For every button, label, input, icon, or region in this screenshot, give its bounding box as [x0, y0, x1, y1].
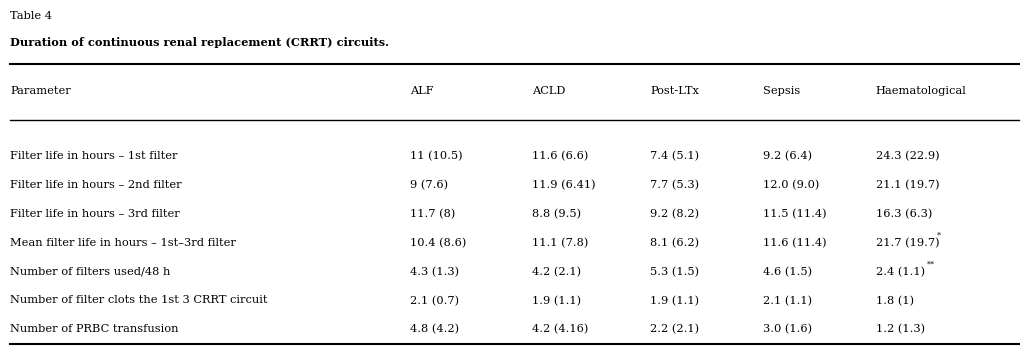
Text: 4.8 (4.2): 4.8 (4.2) [410, 324, 459, 335]
Text: 9.2 (8.2): 9.2 (8.2) [650, 209, 699, 219]
Text: 11.9 (6.41): 11.9 (6.41) [532, 180, 596, 190]
Text: 12.0 (9.0): 12.0 (9.0) [763, 180, 819, 190]
Text: Mean filter life in hours – 1st–3rd filter: Mean filter life in hours – 1st–3rd filt… [10, 238, 237, 247]
Text: Duration of continuous renal replacement (CRRT) circuits.: Duration of continuous renal replacement… [10, 37, 389, 48]
Text: Table 4: Table 4 [10, 11, 52, 20]
Text: Post-LTx: Post-LTx [650, 86, 699, 96]
Text: 11.6 (6.6): 11.6 (6.6) [532, 151, 589, 161]
Text: 1.8 (1): 1.8 (1) [876, 295, 913, 306]
Text: 24.3 (22.9): 24.3 (22.9) [876, 151, 939, 161]
Text: Number of filters used/48 h: Number of filters used/48 h [10, 267, 171, 276]
Text: Filter life in hours – 2nd filter: Filter life in hours – 2nd filter [10, 180, 182, 190]
Text: 11.1 (7.8): 11.1 (7.8) [532, 238, 589, 248]
Text: 9 (7.6): 9 (7.6) [410, 180, 447, 190]
Text: 4.2 (4.16): 4.2 (4.16) [532, 324, 589, 335]
Text: 2.2 (2.1): 2.2 (2.1) [650, 324, 699, 335]
Text: 11.7 (8): 11.7 (8) [410, 209, 455, 219]
Text: 11.6 (11.4): 11.6 (11.4) [763, 238, 826, 248]
Text: Number of filter clots the 1st 3 CRRT circuit: Number of filter clots the 1st 3 CRRT ci… [10, 295, 267, 305]
Text: 1.2 (1.3): 1.2 (1.3) [876, 324, 925, 335]
Text: 5.3 (1.5): 5.3 (1.5) [650, 267, 699, 277]
Text: Parameter: Parameter [10, 86, 71, 96]
Text: 2.1 (0.7): 2.1 (0.7) [410, 295, 459, 306]
Text: 10.4 (8.6): 10.4 (8.6) [410, 238, 466, 248]
Text: 4.2 (2.1): 4.2 (2.1) [532, 267, 582, 277]
Text: 3.0 (1.6): 3.0 (1.6) [763, 324, 812, 335]
Text: *: * [937, 231, 941, 239]
Text: 21.1 (19.7): 21.1 (19.7) [876, 180, 939, 190]
Text: Sepsis: Sepsis [763, 86, 800, 96]
Text: 11.5 (11.4): 11.5 (11.4) [763, 209, 826, 219]
Text: Haematological: Haematological [876, 86, 967, 96]
Text: **: ** [927, 260, 935, 268]
Text: 11 (10.5): 11 (10.5) [410, 151, 462, 161]
Text: Number of PRBC transfusion: Number of PRBC transfusion [10, 324, 179, 334]
Text: 1.9 (1.1): 1.9 (1.1) [532, 295, 582, 306]
Text: 2.4 (1.1): 2.4 (1.1) [876, 267, 925, 277]
Text: 16.3 (6.3): 16.3 (6.3) [876, 209, 932, 219]
Text: 8.8 (9.5): 8.8 (9.5) [532, 209, 582, 219]
Text: 8.1 (6.2): 8.1 (6.2) [650, 238, 699, 248]
Text: 2.1 (1.1): 2.1 (1.1) [763, 295, 812, 306]
Text: 4.6 (1.5): 4.6 (1.5) [763, 267, 812, 277]
Text: 4.3 (1.3): 4.3 (1.3) [410, 267, 459, 277]
Text: ALF: ALF [410, 86, 433, 96]
Text: 7.7 (5.3): 7.7 (5.3) [650, 180, 699, 190]
Text: 1.9 (1.1): 1.9 (1.1) [650, 295, 699, 306]
Text: 9.2 (6.4): 9.2 (6.4) [763, 151, 812, 161]
Text: Filter life in hours – 3rd filter: Filter life in hours – 3rd filter [10, 209, 180, 219]
Text: 7.4 (5.1): 7.4 (5.1) [650, 151, 699, 161]
Text: 21.7 (19.7): 21.7 (19.7) [876, 238, 939, 248]
Text: Filter life in hours – 1st filter: Filter life in hours – 1st filter [10, 151, 178, 161]
Text: ACLD: ACLD [532, 86, 566, 96]
